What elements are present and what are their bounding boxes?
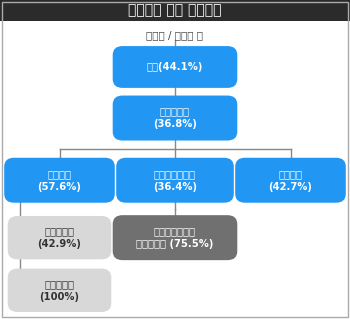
FancyBboxPatch shape [4, 158, 115, 203]
Text: 두산중공업
(36.8%): 두산중공업 (36.8%) [153, 107, 197, 130]
Text: 두산큐벡스
(100%): 두산큐벡스 (100%) [40, 279, 79, 302]
Text: 두산엔진
(42.7%): 두산엔진 (42.7%) [268, 169, 313, 192]
Text: 두산인프라코어
(36.4%): 두산인프라코어 (36.4%) [153, 169, 197, 192]
FancyBboxPatch shape [116, 158, 234, 203]
FancyBboxPatch shape [235, 158, 346, 203]
Text: 박용만 / 박정원 외: 박용만 / 박정원 외 [147, 30, 203, 40]
FancyBboxPatch shape [8, 216, 111, 259]
Text: 두산(44.1%): 두산(44.1%) [147, 62, 203, 72]
Text: 두산건설
(57.6%): 두산건설 (57.6%) [37, 169, 82, 192]
FancyBboxPatch shape [0, 0, 350, 21]
Text: 두산인프라코어
밥캣홀딩스 (75.5%): 두산인프라코어 밥캣홀딩스 (75.5%) [136, 226, 214, 249]
FancyBboxPatch shape [113, 96, 237, 140]
FancyBboxPatch shape [8, 269, 111, 312]
FancyBboxPatch shape [113, 215, 237, 260]
Text: 네오트랜스
(42.9%): 네오트랜스 (42.9%) [37, 226, 82, 249]
FancyBboxPatch shape [113, 46, 237, 88]
Text: 두산그룹 주요 지분구조: 두산그룹 주요 지분구조 [128, 3, 222, 17]
